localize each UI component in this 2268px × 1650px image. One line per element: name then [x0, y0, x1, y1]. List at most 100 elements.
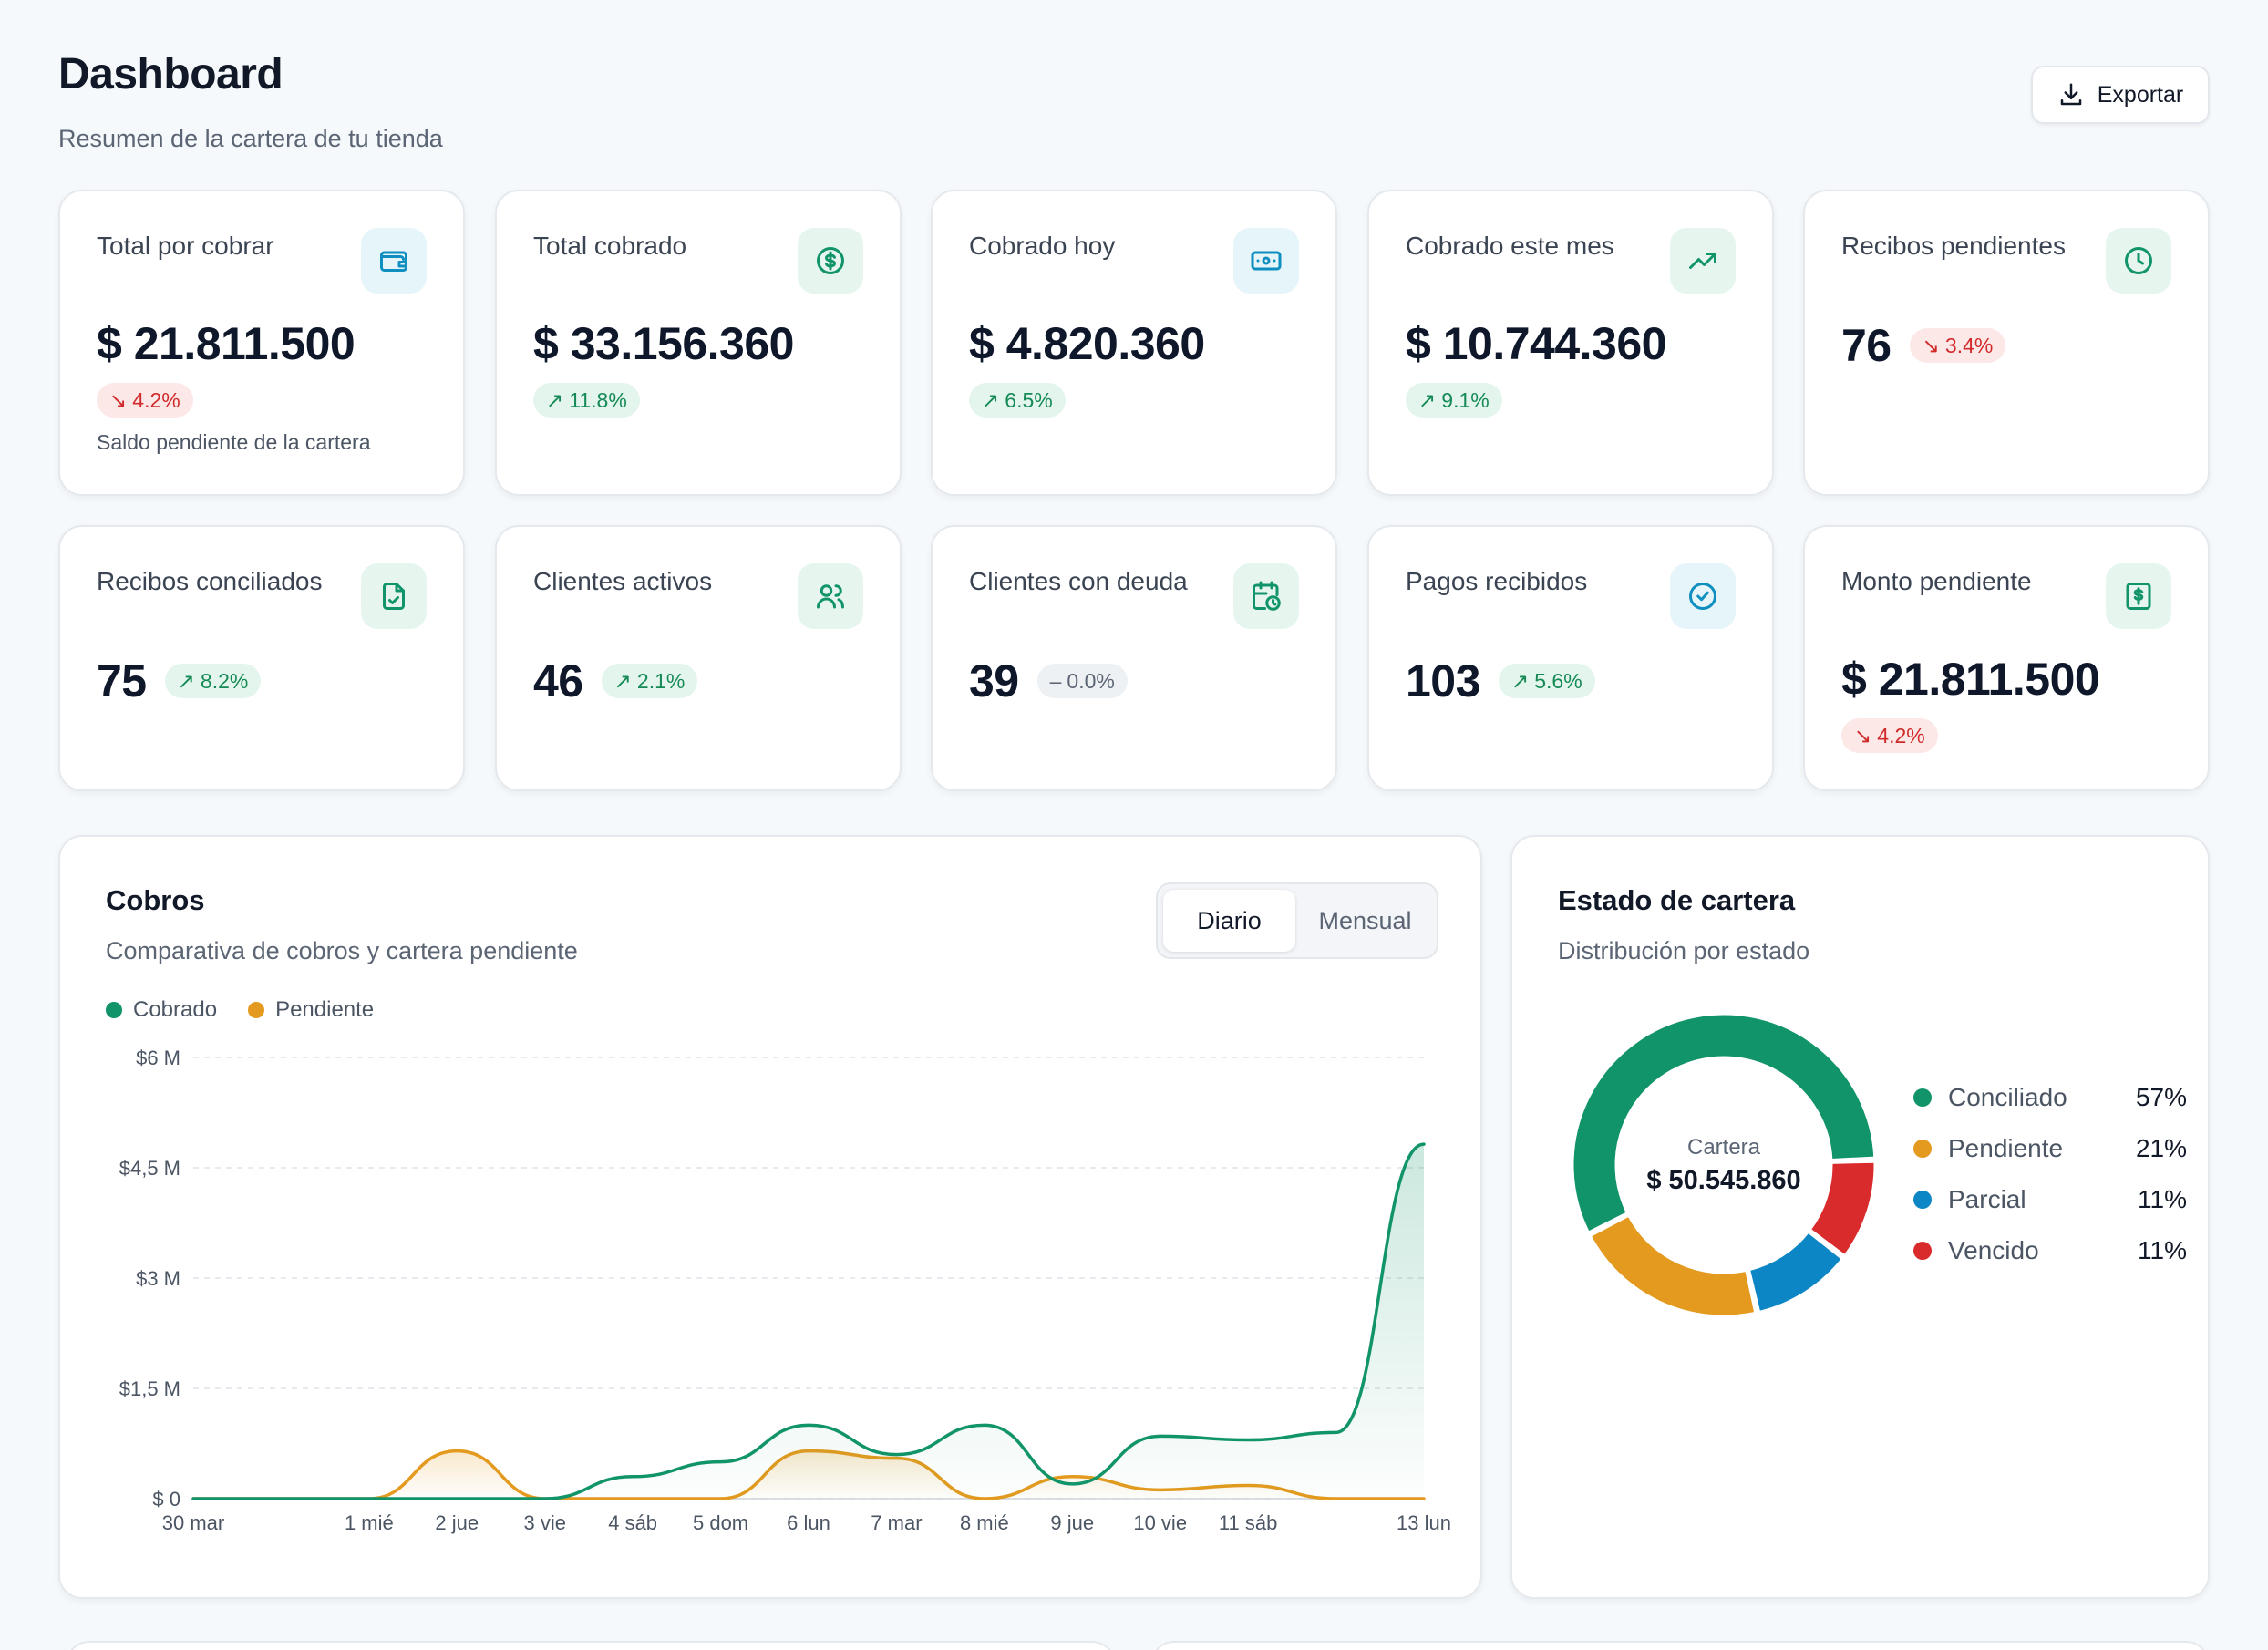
legend-name: Parcial [1948, 1185, 2026, 1213]
dollar-circle-icon [798, 228, 863, 294]
legend-dot [1913, 1140, 1932, 1158]
period-toggle: Diario Mensual [1156, 882, 1438, 959]
tab-mensual[interactable]: Mensual [1318, 906, 1412, 934]
kpi-card-total-por-cobrar: Total por cobrar $ 21.811.500 ↘ 4.2% Sald… [58, 190, 465, 496]
kpi-card-recibos-pendientes: Recibos pendientes 76 ↘ 3.4% [1803, 190, 2210, 496]
change-value: 4.2% [1877, 723, 1925, 748]
kpi-value: 76 [1841, 320, 1892, 371]
donut-legend: Conciliado 57% Pendiente 21% Parcial 11% Ve… [1913, 1072, 2187, 1276]
trending-up-icon [1670, 228, 1736, 294]
legend-dot [106, 1002, 122, 1018]
kpi-label: Pagos recibidos [1406, 567, 1588, 595]
kpi-label: Total por cobrar [97, 232, 274, 260]
y-tick-label: $4,5 M [119, 1157, 180, 1180]
change-value: 3.4% [1944, 333, 1994, 357]
legend-pct: 21% [2135, 1134, 2187, 1162]
change-value: 4.2% [132, 387, 180, 412]
change-badge: ↗ 6.5% [969, 383, 1066, 418]
legend-item-pendiente: Pendiente [248, 997, 374, 1023]
tab-diario[interactable]: Diario [1163, 890, 1295, 952]
wallet-icon [361, 228, 427, 294]
change-value: 8.2% [200, 668, 249, 693]
kpi-card-recibos-conciliados: Recibos conciliados 75 ↗ 8.2% [58, 525, 465, 791]
cobros-title: Cobros [106, 884, 205, 916]
change-badge: ↗ 8.2% [164, 664, 262, 698]
change-value: 2.1% [636, 668, 686, 693]
estado-title: Estado de cartera [1558, 884, 1796, 916]
export-button-label: Exportar [2097, 81, 2184, 108]
legend-name: Pendiente [1948, 1134, 2064, 1162]
change-badge: ↘ 3.4% [1909, 328, 2006, 363]
kpi-label: Total cobrado [533, 232, 687, 260]
arrow-up-right-icon: ↗ [1418, 387, 1437, 412]
donut-slice-conciliado [1571, 1012, 1877, 1235]
arrow-down-right-icon: ↘ [109, 387, 128, 412]
kpi-label: Cobrado este mes [1406, 232, 1614, 260]
donut-slice-parcial [1747, 1230, 1845, 1315]
kpi-value: 75 [97, 655, 147, 706]
next-card-right [1150, 1641, 2210, 1650]
arrow-up-right-icon: ↗ [177, 668, 195, 693]
export-button[interactable]: Exportar [2031, 66, 2210, 124]
estado-cartera-card: Estado de cartera Distribución por estad… [1510, 835, 2210, 1599]
legend-dot [1913, 1191, 1932, 1209]
legend-dot [1913, 1088, 1932, 1107]
kpi-label: Recibos pendientes [1841, 232, 2066, 260]
x-tick-label: 5 dom [693, 1511, 748, 1534]
series-area-cobrado [193, 1144, 1424, 1499]
kpi-card-cobrado-este-mes: Cobrado este mes $ 10.744.360 ↗ 9.1% [1367, 190, 1774, 496]
x-tick-label: 30 mar [162, 1511, 224, 1534]
cobros-chart-card: Cobros Comparativa de cobros y cartera p… [58, 835, 1482, 1599]
chart-legend: Cobrado Pendiente [106, 997, 374, 1023]
kpi-card-pagos-recibidos: Pagos recibidos 103 ↗ 5.6% [1367, 525, 1774, 791]
kpi-value-row: 76 ↘ 3.4% [1841, 319, 2006, 372]
x-tick-label: 3 vie [523, 1511, 565, 1534]
kpi-value: 103 [1406, 655, 1480, 706]
download-icon [2060, 83, 2081, 106]
kpi-value-row: 75 ↗ 8.2% [97, 655, 262, 707]
legend-row-pendiente: Pendiente 21% [1913, 1123, 2187, 1174]
kpi-label: Cobrado hoy [969, 232, 1116, 260]
legend-pct: 11% [2138, 1185, 2187, 1213]
kpi-card-total-cobrado: Total cobrado $ 33.156.360 ↗ 11.8% [495, 190, 902, 496]
kpi-value: $ 21.811.500 [1841, 654, 2100, 705]
x-tick-label: 1 mié [345, 1511, 394, 1534]
kpi-label: Clientes con deuda [969, 567, 1188, 595]
page-title: Dashboard [58, 50, 284, 98]
y-tick-label: $3 M [136, 1267, 180, 1290]
x-tick-label: 9 jue [1050, 1511, 1094, 1534]
legend-row-vencido: Vencido 11% [1913, 1225, 2187, 1276]
next-card-left [66, 1641, 1116, 1650]
change-badge: ↗ 11.8% [533, 383, 640, 418]
change-value: 0.0% [1067, 668, 1115, 693]
change-badge: –0.0% [1036, 664, 1128, 698]
x-tick-label: 7 mar [871, 1511, 922, 1534]
y-tick-label: $ 0 [152, 1488, 180, 1511]
kpi-value: $ 4.820.360 [969, 318, 1205, 369]
donut-center: Cartera $ 50.545.860 [1569, 1010, 1879, 1320]
kpi-value: $ 33.156.360 [533, 318, 794, 369]
legend-pct: 11% [2138, 1236, 2187, 1264]
legend-name: Vencido [1948, 1236, 2039, 1264]
kpi-label: Recibos conciliados [97, 567, 323, 595]
x-tick-label: 13 lun [1397, 1511, 1451, 1534]
y-tick-label: $1,5 M [119, 1377, 180, 1400]
kpi-value: $ 21.811.500 [97, 318, 356, 369]
legend-label: Pendiente [275, 997, 375, 1022]
legend-pct: 57% [2135, 1083, 2187, 1111]
kpi-card-clientes-con-deuda: Clientes con deuda 39 –0.0% [931, 525, 1337, 791]
x-tick-label: 8 mié [960, 1511, 1009, 1534]
legend-dot [1913, 1242, 1932, 1260]
legend-row-parcial: Parcial 11% [1913, 1174, 2187, 1225]
change-badge: ↗ 5.6% [1498, 664, 1595, 698]
change-value: 5.6% [1534, 668, 1582, 693]
change-badge: ↗ 2.1% [601, 664, 698, 698]
x-tick-label: 10 vie [1133, 1511, 1187, 1534]
x-tick-label: 2 jue [435, 1511, 479, 1534]
donut-slice-vencido [1808, 1160, 1877, 1258]
kpi-note: Saldo pendiente de la cartera [97, 430, 371, 454]
kpi-value-row: 103 ↗ 5.6% [1406, 655, 1595, 707]
change-value: 6.5% [1005, 387, 1053, 412]
file-check-icon [361, 563, 427, 629]
page-header: Dashboard Resumen de la cartera de tu ti… [58, 49, 443, 153]
